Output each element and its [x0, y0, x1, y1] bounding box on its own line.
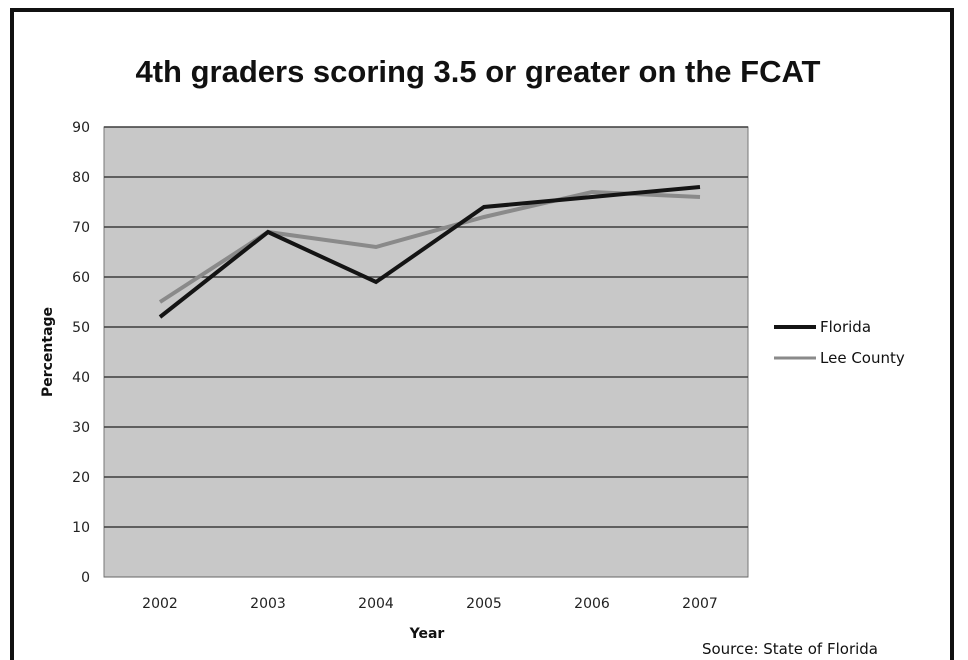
chart-frame — [10, 8, 954, 660]
x-axis-ticks: 2002 2003 2004 2005 2006 2007 — [142, 596, 718, 612]
x-tick-label: 2006 — [574, 596, 610, 612]
gridlines — [104, 126, 748, 578]
series-line-florida — [158, 185, 701, 319]
y-tick-label: 70 — [72, 220, 90, 236]
y-tick-label: 40 — [72, 370, 90, 386]
x-tick-label: 2007 — [682, 596, 718, 612]
y-tick-label: 90 — [72, 120, 90, 136]
y-axis-ticks: 0 10 20 30 40 50 60 70 80 90 — [72, 120, 90, 586]
y-tick-label: 80 — [72, 170, 90, 186]
y-tick-label: 0 — [81, 570, 90, 586]
y-tick-label: 50 — [72, 320, 90, 336]
x-tick-label: 2005 — [466, 596, 502, 612]
y-tick-label: 30 — [72, 420, 90, 436]
legend-label: Florida — [820, 318, 871, 336]
legend-label: Lee County — [820, 349, 905, 367]
x-axis-title: Year — [409, 626, 445, 642]
y-axis-title: Percentage — [40, 307, 56, 397]
x-tick-label: 2003 — [250, 596, 286, 612]
series-lines — [158, 185, 701, 319]
y-tick-label: 10 — [72, 520, 90, 536]
legend: Florida Lee County — [774, 318, 905, 367]
x-tick-label: 2002 — [142, 596, 178, 612]
y-tick-label: 60 — [72, 270, 90, 286]
source-note: Source: State of Florida — [702, 640, 878, 658]
chart-title: 4th graders scoring 3.5 or greater on th… — [135, 54, 820, 89]
y-tick-label: 20 — [72, 470, 90, 486]
x-tick-label: 2004 — [358, 596, 394, 612]
